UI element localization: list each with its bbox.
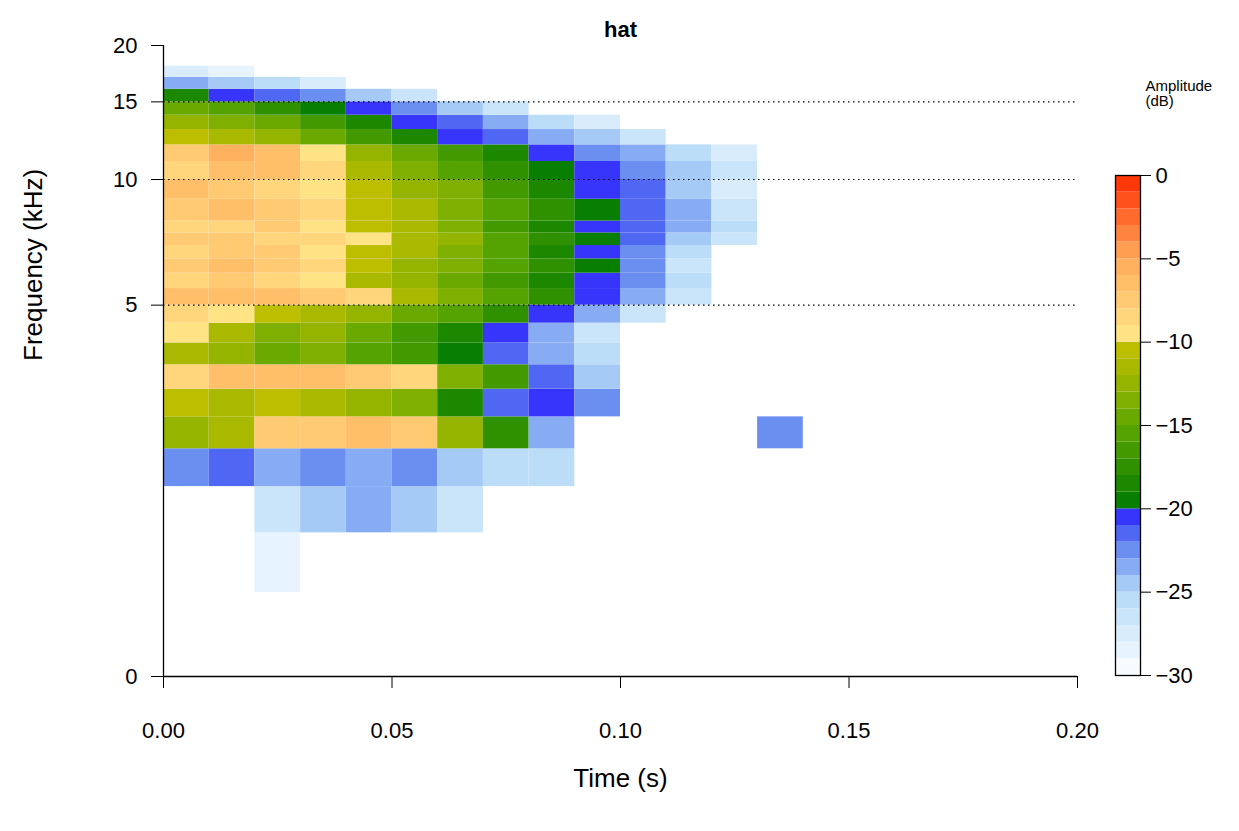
svg-text:Time (s): Time (s) xyxy=(573,763,667,793)
svg-text:0: 0 xyxy=(125,664,137,689)
svg-text:−20: −20 xyxy=(1156,496,1193,521)
svg-text:20: 20 xyxy=(113,33,137,58)
svg-text:0: 0 xyxy=(1156,163,1168,188)
svg-text:hat: hat xyxy=(604,17,638,42)
svg-text:5: 5 xyxy=(125,292,137,317)
svg-text:0.15: 0.15 xyxy=(828,718,871,743)
svg-text:Amplitude(dB): Amplitude(dB) xyxy=(1146,77,1213,109)
svg-text:−10: −10 xyxy=(1156,329,1193,354)
svg-text:−30: −30 xyxy=(1156,663,1193,688)
svg-text:0.00: 0.00 xyxy=(142,718,185,743)
svg-text:0.20: 0.20 xyxy=(1056,718,1099,743)
svg-text:Frequency (kHz): Frequency (kHz) xyxy=(18,169,48,361)
svg-text:0.10: 0.10 xyxy=(599,718,642,743)
svg-text:10: 10 xyxy=(113,167,137,192)
svg-text:−15: −15 xyxy=(1156,413,1193,438)
svg-text:0.05: 0.05 xyxy=(371,718,414,743)
svg-text:−25: −25 xyxy=(1156,579,1193,604)
svg-text:15: 15 xyxy=(113,89,137,114)
svg-text:−5: −5 xyxy=(1156,246,1181,271)
